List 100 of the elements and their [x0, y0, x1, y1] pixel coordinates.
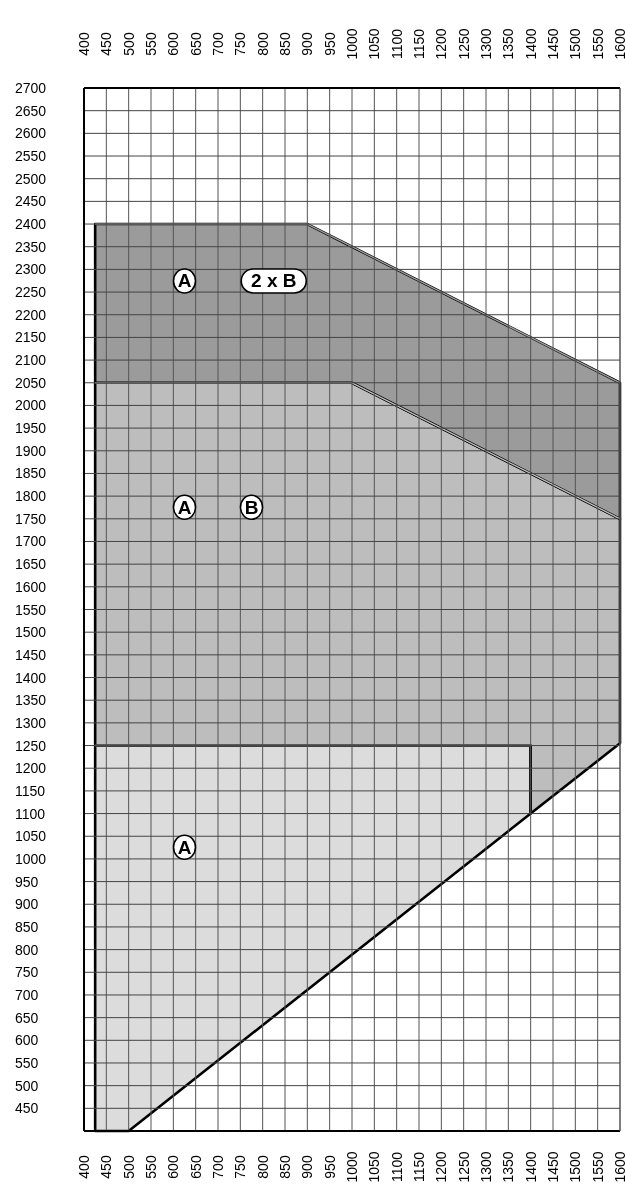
- x-tick-label: 1500: [567, 1151, 584, 1183]
- y-tick-label: 2600: [15, 125, 47, 142]
- y-tick-label: 2200: [15, 306, 47, 323]
- y-tick-label: 1800: [15, 488, 47, 505]
- x-tick-label: 500: [120, 1155, 137, 1179]
- x-tick-label: 1250: [455, 1151, 472, 1183]
- y-tick-label: 1500: [15, 624, 47, 641]
- y-tick-label: 2650: [15, 102, 47, 119]
- y-tick-label: 700: [15, 986, 39, 1003]
- y-tick-label: 2150: [15, 329, 47, 346]
- y-tick-label: 500: [15, 1077, 39, 1094]
- x-tick-label: 400: [76, 1155, 92, 1179]
- x2-tick-label: 850: [277, 32, 293, 56]
- y-tick-label: 1700: [15, 533, 47, 550]
- y-tick-label: 2100: [15, 352, 47, 369]
- x2-tick-label: 1150: [411, 28, 427, 60]
- y-tick-label: 1450: [15, 646, 47, 663]
- x-tick-label: 450: [98, 1155, 115, 1179]
- x-tick-label: 850: [277, 1155, 293, 1179]
- x2-tick-label: 950: [321, 32, 338, 56]
- y-tick-label: 2350: [15, 238, 47, 255]
- x2-tick-label: 550: [143, 32, 159, 56]
- y-tick-label: 2450: [15, 193, 47, 210]
- y-tick-label: 1950: [15, 420, 47, 437]
- x2-tick-label: 600: [165, 32, 182, 56]
- y-tick-label: 2300: [15, 261, 47, 278]
- x2-tick-label: 1200: [433, 28, 450, 60]
- x-tick-label: 1300: [478, 1151, 494, 1183]
- y-tick-label: 1300: [15, 714, 47, 731]
- x2-tick-label: 1500: [567, 28, 584, 60]
- annotation: B: [244, 496, 259, 518]
- x2-tick-label: 650: [187, 32, 204, 56]
- x2-tick-label: 1600: [612, 28, 625, 60]
- y-tick-label: 800: [15, 941, 39, 958]
- y-tick-label: 1350: [15, 692, 47, 709]
- x-tick-label: 800: [254, 1155, 271, 1179]
- annotation: A: [177, 496, 192, 518]
- x-tick-label: 550: [143, 1155, 159, 1179]
- y-tick-label: 1250: [15, 737, 47, 754]
- x2-tick-label: 1400: [522, 28, 539, 60]
- y-tick-label: 2700: [15, 80, 47, 96]
- y-tick-label: 1200: [15, 760, 47, 777]
- y-tick-label: 2000: [15, 397, 47, 414]
- x2-tick-label: 800: [254, 32, 271, 56]
- x-tick-label: 1000: [344, 1151, 360, 1183]
- x-tick-label: 750: [232, 1155, 249, 1179]
- x2-tick-label: 750: [232, 32, 249, 56]
- x-tick-label: 1550: [589, 1151, 606, 1183]
- y-tick-label: 1050: [15, 828, 47, 845]
- x2-tick-label: 700: [210, 32, 226, 56]
- y-tick-label: 1400: [15, 669, 47, 686]
- x2-tick-label: 900: [299, 32, 316, 56]
- y-tick-label: 850: [15, 918, 39, 935]
- y-tick-label: 450: [15, 1100, 39, 1117]
- annotation: 2 x B: [251, 270, 297, 292]
- x-tick-label: 1600: [612, 1151, 625, 1183]
- x2-tick-label: 400: [76, 32, 92, 56]
- x-tick-label: 1450: [545, 1151, 561, 1183]
- x2-tick-label: 1350: [500, 28, 517, 60]
- x-tick-label: 650: [187, 1155, 204, 1179]
- y-tick-label: 950: [15, 873, 39, 890]
- x-tick-label: 1350: [500, 1151, 517, 1183]
- y-tick-label: 650: [15, 1009, 39, 1026]
- x2-tick-label: 1000: [344, 28, 360, 60]
- y-tick-label: 1650: [15, 556, 47, 573]
- y-tick-label: 600: [15, 1032, 39, 1049]
- y-tick-label: 1100: [15, 805, 46, 822]
- y-tick-label: 1600: [15, 578, 47, 595]
- y-tick-label: 2400: [15, 216, 47, 233]
- y-tick-label: 2550: [15, 148, 47, 165]
- x2-tick-label: 450: [98, 32, 115, 56]
- x2-tick-label: 1100: [388, 28, 405, 60]
- x2-tick-label: 1250: [455, 28, 472, 60]
- x2-tick-label: 1300: [478, 28, 494, 60]
- x-tick-label: 1050: [366, 1151, 383, 1183]
- y-tick-label: 750: [15, 964, 39, 981]
- x2-tick-label: 500: [120, 32, 137, 56]
- annotation: A: [177, 836, 192, 858]
- y-tick-label: 1750: [15, 510, 47, 527]
- x-tick-label: 1100: [388, 1151, 405, 1183]
- annotation: A: [177, 270, 192, 292]
- y-tick-label: 2250: [15, 284, 47, 301]
- x-tick-label: 600: [165, 1155, 182, 1179]
- x-tick-label: 700: [210, 1155, 226, 1179]
- x-tick-label: 1400: [522, 1151, 539, 1183]
- x2-tick-label: 1550: [589, 28, 606, 60]
- x-tick-label: 900: [299, 1155, 316, 1179]
- y-tick-label: 2500: [15, 170, 47, 187]
- y-tick-label: 1900: [15, 442, 47, 459]
- y-tick-label: 1550: [15, 601, 47, 618]
- x2-tick-label: 1050: [366, 28, 383, 60]
- y-tick-label: 550: [15, 1054, 39, 1071]
- y-tick-label: 900: [15, 896, 39, 913]
- x-tick-label: 950: [321, 1155, 338, 1179]
- x-tick-label: 1150: [411, 1151, 427, 1183]
- y-tick-label: 1150: [15, 782, 46, 799]
- x2-tick-label: 1450: [545, 28, 561, 60]
- y-tick-label: 2050: [15, 374, 47, 391]
- y-tick-label: 1000: [15, 850, 47, 867]
- x-tick-label: 1200: [433, 1151, 450, 1183]
